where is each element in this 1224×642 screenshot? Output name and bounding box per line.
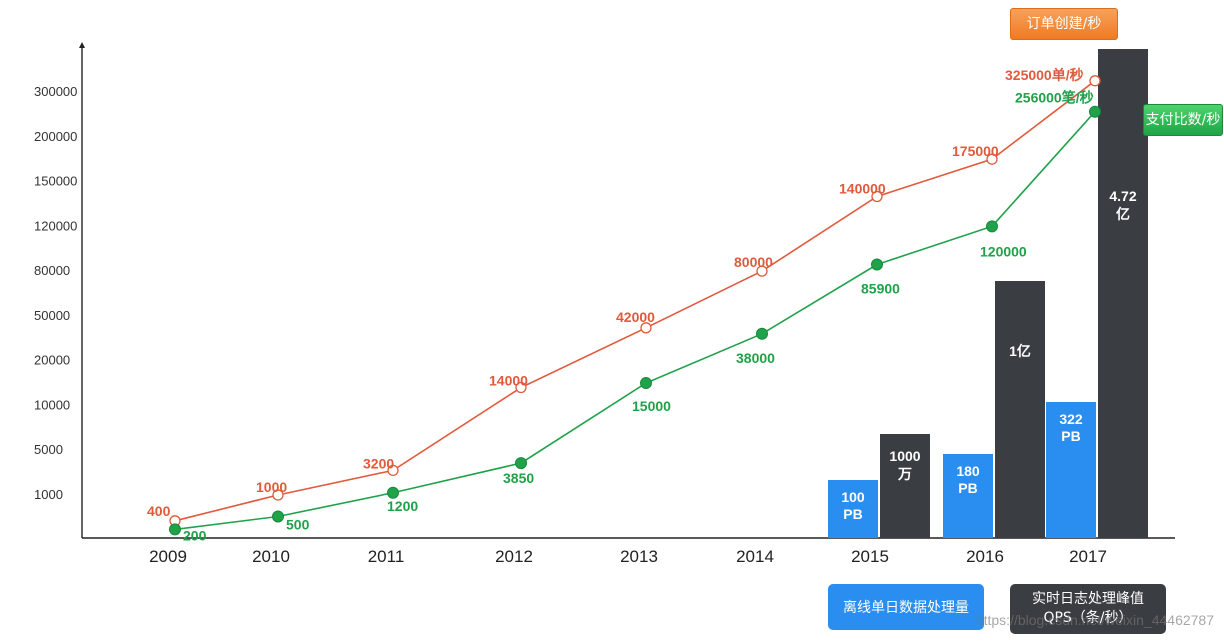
bar-label: 1亿 [1009, 343, 1031, 359]
y-tick-label: 80000 [34, 263, 70, 278]
bar-offline-2017 [1046, 402, 1096, 538]
point-order [640, 322, 652, 334]
x-axis-ticks: 2009 2010 2011 2012 2013 2014 2015 2016 2017 [149, 547, 1107, 566]
point-order [986, 153, 998, 165]
order-value-label: 1000 [256, 479, 287, 495]
legend-pay-tag: 支付比数/秒 [1143, 104, 1223, 136]
order-value-label: 325000单/秒 [1005, 67, 1084, 83]
point-order [272, 489, 284, 501]
bar-label: 322 [1059, 411, 1083, 427]
y-tick-label: 1000 [34, 487, 63, 502]
x-tick-label: 2009 [149, 547, 187, 566]
y-axis-arrow [79, 42, 85, 48]
point-pay [986, 220, 998, 233]
legend-realtime-qps: 实时日志处理峰值 QPS（条/秒） [1010, 584, 1166, 634]
pay-value-label: 3850 [503, 470, 534, 486]
x-tick-label: 2014 [736, 547, 774, 566]
y-tick-label: 300000 [34, 84, 77, 99]
y-tick-label: 20000 [34, 353, 70, 368]
order-value-label: 175000 [952, 143, 999, 159]
point-pay [387, 486, 399, 499]
pay-value-label: 38000 [736, 350, 775, 366]
pay-value-label: 15000 [632, 398, 671, 414]
pay-value-label: 85900 [861, 281, 900, 297]
y-axis-ticks: 1000 5000 10000 20000 50000 80000 120000 150000… [34, 84, 77, 502]
lines [169, 75, 1101, 536]
order-value-label: 42000 [616, 309, 655, 325]
point-order [1089, 75, 1101, 87]
order-value-label: 400 [147, 503, 171, 519]
point-order [387, 464, 399, 477]
pay-value-label: 256000笔/秒 [1015, 90, 1094, 106]
point-order [871, 190, 883, 203]
pay-value-label: 120000 [980, 243, 1027, 259]
point-pay [756, 327, 768, 340]
order-value-label: 140000 [839, 180, 886, 196]
point-order [515, 381, 527, 394]
bar-label: 100 [841, 489, 865, 505]
pay-value-label: 200 [183, 527, 207, 543]
y-tick-label: 10000 [34, 397, 70, 412]
bar-offline-2015 [828, 480, 878, 538]
point-pay [272, 510, 284, 523]
x-tick-label: 2010 [252, 547, 290, 566]
order-value-label: 80000 [734, 254, 773, 270]
x-tick-label: 2012 [495, 547, 533, 566]
bar-realtime-2016 [995, 281, 1045, 538]
legend-offline-processing: 离线单日数据处理量 [828, 584, 984, 630]
bar-label: 4.72 [1109, 188, 1136, 204]
pay-value-label: 500 [286, 517, 310, 533]
order-value-label: 3200 [363, 455, 394, 471]
bar-label: PB [843, 506, 862, 522]
point-pay [515, 457, 527, 470]
y-tick-label: 50000 [34, 308, 70, 323]
y-tick-label: 150000 [34, 174, 77, 189]
point-order [756, 265, 768, 277]
bar-offline-2016 [943, 454, 993, 538]
point-pay [1089, 105, 1101, 118]
legend-order-tag: 订单创建/秒 [1010, 8, 1118, 40]
point-pay [871, 258, 883, 271]
bar-label: 1000 [889, 448, 920, 464]
y-tick-label: 120000 [34, 218, 77, 233]
y-tick-label: 5000 [34, 442, 63, 457]
point-labels: 400 1000 3200 14000 42000 80000 140000 175000 32… [147, 67, 1094, 544]
x-tick-label: 2017 [1069, 547, 1107, 566]
bar-realtime-2017 [1098, 49, 1148, 538]
bar-label: PB [958, 480, 977, 496]
point-pay [640, 377, 652, 390]
bar-label: PB [1061, 428, 1080, 444]
point-pay [169, 523, 181, 536]
x-tick-label: 2016 [966, 547, 1004, 566]
watermark: https://blog.csdn.net/weixin_44462787 [975, 612, 1214, 628]
x-tick-label: 2013 [620, 547, 658, 566]
bar-realtime-2015 [880, 434, 930, 538]
bar-label: 亿 [1116, 206, 1130, 222]
bar-label: 万 [897, 466, 912, 482]
y-tick-label: 200000 [34, 129, 77, 144]
x-tick-label: 2011 [368, 547, 405, 566]
pay-value-label: 1200 [387, 498, 418, 514]
bar-label: 180 [956, 463, 980, 479]
x-tick-label: 2015 [851, 547, 889, 566]
order-value-label: 14000 [489, 373, 528, 389]
